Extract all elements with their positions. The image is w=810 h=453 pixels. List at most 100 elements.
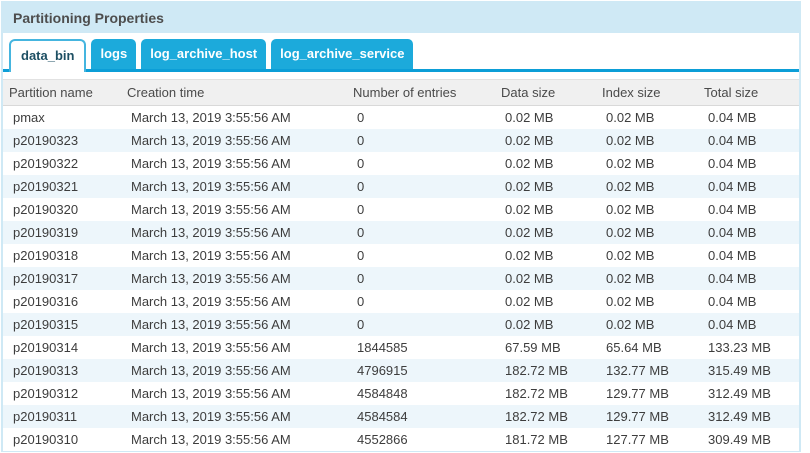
table-row: p20190315 March 13, 2019 3:55:56 AM 0 0.02 … <box>3 312 799 336</box>
cell-partition-name: p20190315 <box>13 316 79 332</box>
cell-number-of-entries: 0 <box>357 201 365 217</box>
cell-number-of-entries: 4552866 <box>357 431 408 447</box>
tab-bar: data_bin logs log_archive_host log_archi… <box>3 39 799 72</box>
cell-creation-time: March 13, 2019 3:55:56 AM <box>131 178 291 194</box>
table-row: p20190311 March 13, 2019 3:55:56 AM 458458… <box>3 404 799 428</box>
cell-creation-time: March 13, 2019 3:55:56 AM <box>131 385 291 401</box>
table-row: p20190318 March 13, 2019 3:55:56 AM 0 0.02 … <box>3 243 799 267</box>
table-row: p20190312 March 13, 2019 3:55:56 AM 458484… <box>3 381 799 405</box>
cell-number-of-entries: 0 <box>357 224 365 240</box>
cell-total-size: 315.49 MB <box>708 362 771 378</box>
cell-creation-time: March 13, 2019 3:55:56 AM <box>131 270 291 286</box>
cell-index-size: 0.02 MB <box>606 155 655 171</box>
panel-title: Partitioning Properties <box>3 3 799 33</box>
table-header-row: Partition name Creation time Number of e… <box>3 79 799 106</box>
cell-data-size: 0.02 MB <box>505 201 554 217</box>
cell-creation-time: March 13, 2019 3:55:56 AM <box>131 431 291 447</box>
cell-total-size: 0.04 MB <box>708 293 757 309</box>
cell-number-of-entries: 0 <box>357 316 365 332</box>
cell-partition-name: p20190311 <box>13 408 78 424</box>
cell-creation-time: March 13, 2019 3:55:56 AM <box>131 247 291 263</box>
cell-total-size: 0.04 MB <box>708 247 757 263</box>
cell-data-size: 181.72 MB <box>505 431 568 447</box>
cell-creation-time: March 13, 2019 3:55:56 AM <box>131 362 291 378</box>
column-header-index-size: Index size <box>596 79 698 106</box>
cell-number-of-entries: 1844585 <box>357 339 408 355</box>
table-row: p20190314 March 13, 2019 3:55:56 AM 184458… <box>3 335 799 359</box>
table-row: pmax March 13, 2019 3:55:56 AM 0 0.02 MB 0.0… <box>3 105 799 129</box>
cell-index-size: 0.02 MB <box>606 132 655 148</box>
column-header-data-size: Data size <box>495 79 596 106</box>
table-row: p20190316 March 13, 2019 3:55:56 AM 0 0.02 … <box>3 289 799 313</box>
column-header-total-size: Total size <box>698 79 799 106</box>
cell-partition-name: p20190313 <box>13 362 79 378</box>
cell-number-of-entries: 0 <box>357 270 365 286</box>
cell-total-size: 0.04 MB <box>708 132 757 148</box>
table-row: p20190313 March 13, 2019 3:55:56 AM 479691… <box>3 358 799 382</box>
cell-total-size: 0.04 MB <box>708 224 757 240</box>
cell-partition-name: p20190320 <box>13 201 79 217</box>
cell-total-size: 0.04 MB <box>708 155 757 171</box>
cell-data-size: 0.02 MB <box>505 316 554 332</box>
cell-index-size: 132.77 MB <box>606 362 669 378</box>
column-header-number-of-entries: Number of entries <box>347 79 495 106</box>
cell-data-size: 0.02 MB <box>505 155 554 171</box>
cell-number-of-entries: 0 <box>357 293 365 309</box>
partitions-table: Partition name Creation time Number of e… <box>3 79 799 451</box>
cell-total-size: 0.04 MB <box>708 201 757 217</box>
cell-creation-time: March 13, 2019 3:55:56 AM <box>131 224 291 240</box>
cell-data-size: 182.72 MB <box>505 362 568 378</box>
tab-data-bin[interactable]: data_bin <box>9 39 87 72</box>
table-row: p20190317 March 13, 2019 3:55:56 AM 0 0.02 … <box>3 266 799 290</box>
table-row: p20190310 March 13, 2019 3:55:56 AM 455286… <box>3 427 799 451</box>
cell-partition-name: p20190314 <box>13 339 79 355</box>
cell-index-size: 0.02 MB <box>606 224 655 240</box>
cell-data-size: 0.02 MB <box>505 293 554 309</box>
cell-data-size: 67.59 MB <box>505 339 561 355</box>
cell-partition-name: p20190318 <box>13 247 79 263</box>
cell-creation-time: March 13, 2019 3:55:56 AM <box>131 201 291 217</box>
cell-data-size: 182.72 MB <box>505 408 568 424</box>
cell-partition-name: p20190312 <box>13 385 79 401</box>
cell-partition-name: p20190319 <box>13 224 79 240</box>
cell-total-size: 312.49 MB <box>708 408 771 424</box>
tab-log-archive-service[interactable]: log_archive_service <box>271 39 414 69</box>
tab-logs[interactable]: logs <box>91 39 137 69</box>
cell-data-size: 0.02 MB <box>505 224 554 240</box>
cell-data-size: 182.72 MB <box>505 385 568 401</box>
cell-number-of-entries: 0 <box>357 109 365 125</box>
tab-log-archive-host[interactable]: log_archive_host <box>141 39 267 69</box>
cell-total-size: 133.23 MB <box>708 339 771 355</box>
cell-total-size: 309.49 MB <box>708 431 771 447</box>
cell-number-of-entries: 0 <box>357 247 365 263</box>
cell-total-size: 0.04 MB <box>708 270 757 286</box>
cell-creation-time: March 13, 2019 3:55:56 AM <box>131 339 291 355</box>
table-row: p20190320 March 13, 2019 3:55:56 AM 0 0.02 … <box>3 197 799 221</box>
cell-partition-name: p20190317 <box>13 270 79 286</box>
cell-data-size: 0.02 MB <box>505 270 554 286</box>
cell-number-of-entries: 4584584 <box>357 408 408 424</box>
cell-number-of-entries: 0 <box>357 132 365 148</box>
cell-creation-time: March 13, 2019 3:55:56 AM <box>131 316 291 332</box>
cell-index-size: 0.02 MB <box>606 178 655 194</box>
cell-data-size: 0.02 MB <box>505 178 554 194</box>
cell-index-size: 129.77 MB <box>606 385 669 401</box>
table-row: p20190322 March 13, 2019 3:55:56 AM 0 0.02 … <box>3 151 799 175</box>
cell-number-of-entries: 4796915 <box>357 362 408 378</box>
cell-partition-name: p20190322 <box>13 155 79 171</box>
column-header-partition-name: Partition name <box>3 79 121 106</box>
cell-total-size: 312.49 MB <box>708 385 771 401</box>
cell-creation-time: March 13, 2019 3:55:56 AM <box>131 408 291 424</box>
cell-index-size: 0.02 MB <box>606 270 655 286</box>
cell-total-size: 0.04 MB <box>708 316 757 332</box>
cell-partition-name: p20190310 <box>13 431 79 447</box>
cell-total-size: 0.04 MB <box>708 109 757 125</box>
cell-index-size: 127.77 MB <box>606 431 669 447</box>
cell-data-size: 0.02 MB <box>505 247 554 263</box>
table-body: pmax March 13, 2019 3:55:56 AM 0 0.02 MB 0.0… <box>3 105 799 451</box>
cell-data-size: 0.02 MB <box>505 109 554 125</box>
table-row: p20190321 March 13, 2019 3:55:56 AM 0 0.02 … <box>3 174 799 198</box>
cell-data-size: 0.02 MB <box>505 132 554 148</box>
cell-index-size: 129.77 MB <box>606 408 669 424</box>
cell-partition-name: p20190316 <box>13 293 79 309</box>
